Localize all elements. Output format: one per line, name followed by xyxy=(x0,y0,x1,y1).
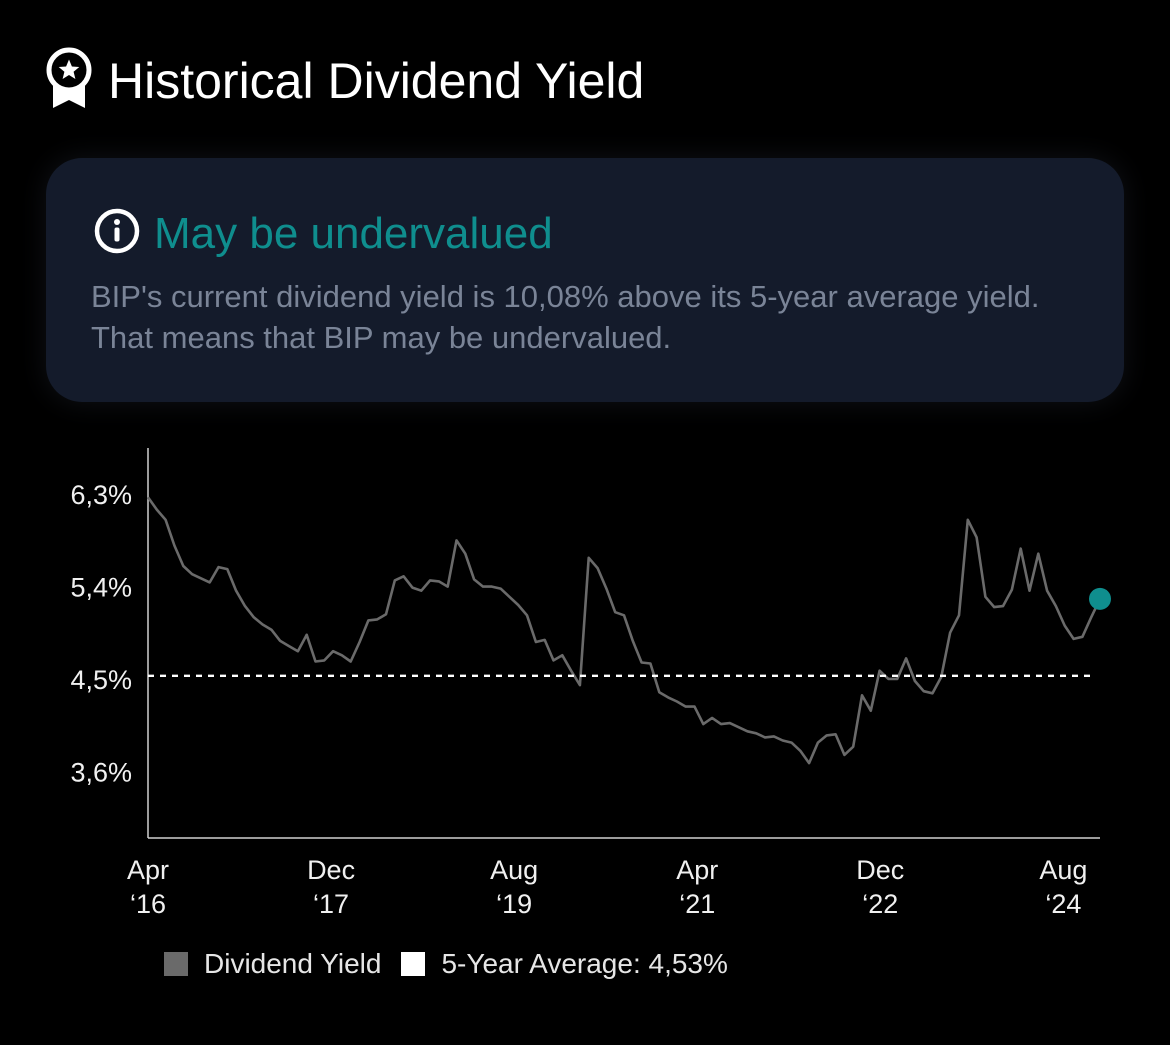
legend-item-dividend-yield: Dividend Yield xyxy=(164,948,381,980)
x-tick-label-5: Aug xyxy=(1039,855,1087,885)
x-tick-sublabel-1: ‘17 xyxy=(313,889,349,919)
y-tick-label-3: 3,6% xyxy=(70,757,132,787)
x-tick-label-3: Apr xyxy=(676,855,718,885)
legend-item-5-year-average: 5-Year Average: 4,53% xyxy=(401,948,728,980)
info-icon[interactable] xyxy=(94,208,140,259)
x-tick-sublabel-2: ‘19 xyxy=(496,889,532,919)
valuation-card: May be undervalued BIP's current dividen… xyxy=(46,158,1124,402)
y-tick-label-0: 6,3% xyxy=(70,480,132,510)
x-tick-label-0: Apr xyxy=(127,855,169,885)
legend-swatch-5-year-average xyxy=(401,952,426,976)
x-tick-label-2: Aug xyxy=(490,855,538,885)
current-yield-marker xyxy=(1089,587,1111,610)
legend-swatch-dividend-yield xyxy=(164,952,188,976)
legend-label-dividend-yield: Dividend Yield xyxy=(204,948,382,979)
y-tick-label-2: 4,5% xyxy=(70,665,132,695)
page-title: Historical Dividend Yield xyxy=(108,52,645,109)
legend-label-5-year-average: 5-Year Average: 4,53% xyxy=(441,948,728,979)
x-tick-sublabel-3: ‘21 xyxy=(679,889,715,919)
x-tick-sublabel-0: ‘16 xyxy=(130,889,166,919)
x-tick-sublabel-5: ‘24 xyxy=(1045,889,1081,919)
header: Historical Dividend Yield xyxy=(44,46,644,115)
dividend-yield-line xyxy=(146,496,1102,765)
valuation-description: BIP's current dividend yield is 10,08% a… xyxy=(91,279,1040,355)
x-tick-label-1: Dec xyxy=(307,855,355,885)
valuation-verdict: May be undervalued xyxy=(154,208,553,258)
y-tick-label-1: 5,4% xyxy=(70,573,132,603)
chart-legend: Dividend Yield 5-Year Average: 4,53% xyxy=(164,948,728,980)
x-tick-sublabel-4: ‘22 xyxy=(862,889,898,919)
x-tick-label-4: Dec xyxy=(856,855,904,885)
award-ribbon-icon xyxy=(44,46,94,115)
valuation-card-header: May be undervalued xyxy=(94,208,553,259)
